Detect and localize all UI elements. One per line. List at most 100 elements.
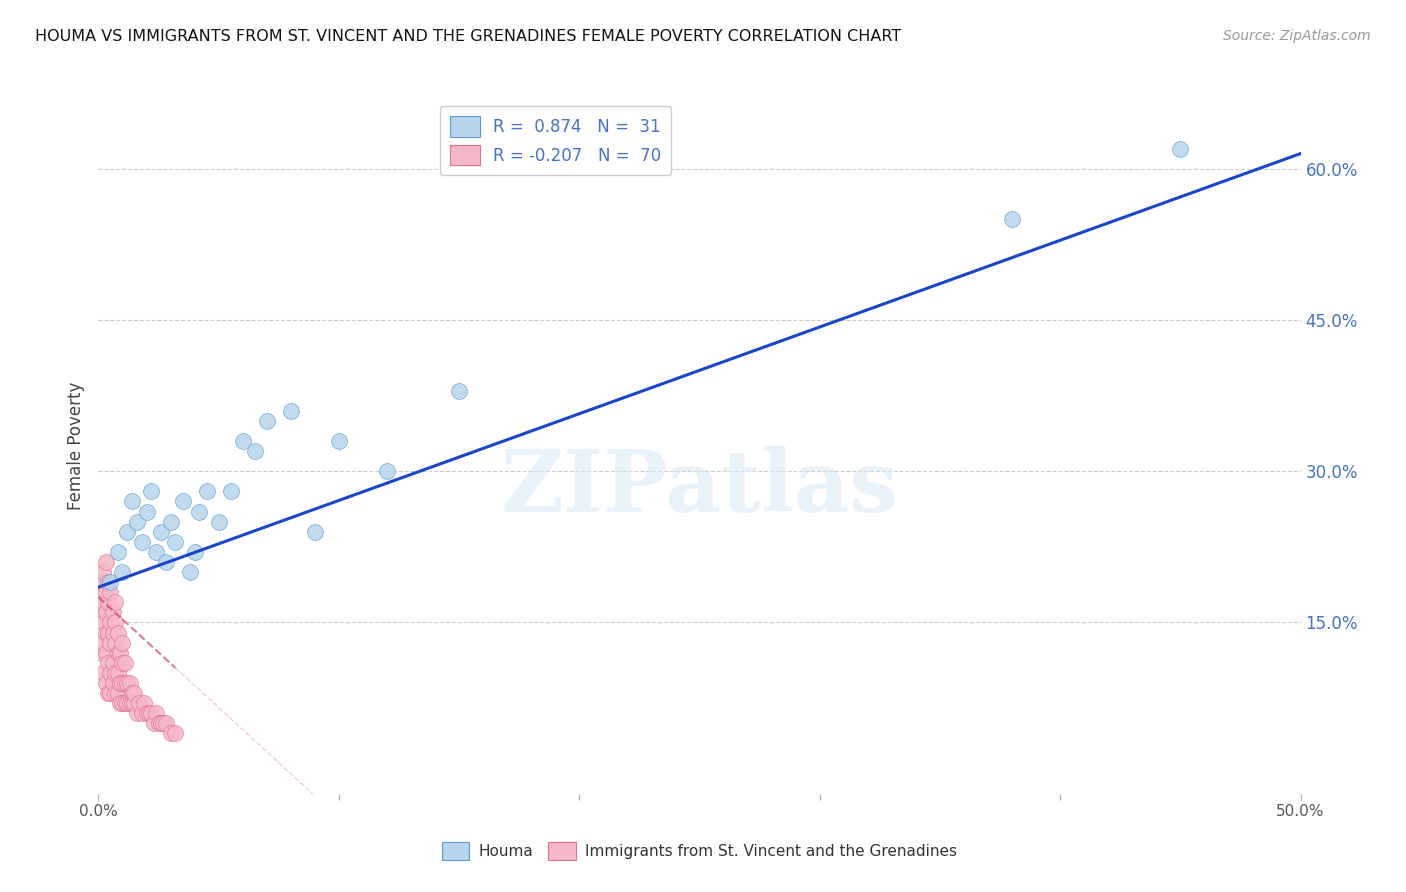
Point	[124, 696, 146, 710]
Point	[104, 635, 127, 649]
Point	[108, 646, 131, 660]
Point	[208, 515, 231, 529]
Point	[94, 646, 117, 660]
Point	[111, 635, 134, 649]
Point	[101, 625, 124, 640]
Point	[90, 646, 112, 660]
Y-axis label: Female Poverty: Female Poverty	[67, 382, 86, 510]
Point	[219, 484, 242, 499]
Point	[91, 615, 114, 630]
Text: ZIPatlas: ZIPatlas	[501, 446, 898, 530]
Point	[118, 696, 141, 710]
Point	[94, 606, 117, 620]
Point	[117, 524, 139, 539]
Point	[145, 706, 167, 721]
Point	[97, 595, 120, 609]
Point	[97, 575, 120, 590]
Point	[131, 534, 153, 549]
Point	[152, 716, 174, 731]
Point	[121, 494, 143, 508]
Point	[114, 676, 136, 690]
Point	[101, 656, 124, 670]
Point	[104, 665, 127, 680]
Point	[90, 606, 112, 620]
Point	[125, 706, 148, 721]
Point	[107, 545, 129, 559]
Point	[97, 656, 120, 670]
Point	[447, 384, 470, 398]
Point	[280, 403, 302, 417]
Point	[91, 665, 114, 680]
Point	[141, 706, 163, 721]
Point	[111, 676, 134, 690]
Point	[328, 434, 350, 448]
Point	[256, 414, 278, 428]
Point	[121, 696, 143, 710]
Point	[114, 656, 136, 670]
Point	[195, 484, 218, 499]
Point	[111, 696, 134, 710]
Point	[159, 515, 181, 529]
Text: HOUMA VS IMMIGRANTS FROM ST. VINCENT AND THE GRENADINES FEMALE POVERTY CORRELATI: HOUMA VS IMMIGRANTS FROM ST. VINCENT AND…	[35, 29, 901, 45]
Point	[179, 565, 201, 579]
Point	[111, 565, 134, 579]
Point	[138, 706, 160, 721]
Point	[104, 615, 127, 630]
Point	[100, 615, 122, 630]
Point	[1170, 142, 1192, 156]
Point	[94, 555, 117, 569]
Point	[149, 524, 172, 539]
Point	[183, 545, 205, 559]
Point	[132, 696, 155, 710]
Point	[128, 696, 150, 710]
Point	[104, 686, 127, 700]
Point	[172, 494, 194, 508]
Point	[124, 686, 146, 700]
Point	[125, 515, 148, 529]
Text: Source: ZipAtlas.com: Source: ZipAtlas.com	[1223, 29, 1371, 44]
Point	[108, 696, 131, 710]
Point	[107, 646, 129, 660]
Point	[118, 676, 141, 690]
Point	[188, 504, 211, 518]
Point	[94, 676, 117, 690]
Point	[375, 464, 398, 478]
Point	[100, 575, 122, 590]
Point	[145, 545, 167, 559]
Point	[101, 676, 124, 690]
Point	[97, 686, 120, 700]
Point	[97, 625, 120, 640]
Point	[121, 686, 143, 700]
Point	[100, 665, 122, 680]
Point	[111, 656, 134, 670]
Point	[243, 444, 266, 458]
Point	[91, 565, 114, 579]
Point	[107, 625, 129, 640]
Point	[94, 625, 117, 640]
Point	[232, 434, 254, 448]
Point	[100, 585, 122, 599]
Point	[117, 676, 139, 690]
Point	[159, 726, 181, 740]
Point	[148, 716, 170, 731]
Point	[149, 716, 172, 731]
Point	[107, 665, 129, 680]
Point	[142, 716, 165, 731]
Point	[1001, 212, 1024, 227]
Point	[114, 696, 136, 710]
Point	[108, 676, 131, 690]
Point	[117, 696, 139, 710]
Point	[107, 686, 129, 700]
Point	[100, 686, 122, 700]
Point	[104, 595, 127, 609]
Point	[155, 716, 177, 731]
Point	[91, 635, 114, 649]
Legend: Houma, Immigrants from St. Vincent and the Grenadines: Houma, Immigrants from St. Vincent and t…	[436, 836, 963, 866]
Point	[165, 534, 187, 549]
Point	[91, 595, 114, 609]
Point	[141, 484, 163, 499]
Point	[131, 706, 153, 721]
Point	[165, 726, 187, 740]
Point	[155, 555, 177, 569]
Point	[90, 575, 112, 590]
